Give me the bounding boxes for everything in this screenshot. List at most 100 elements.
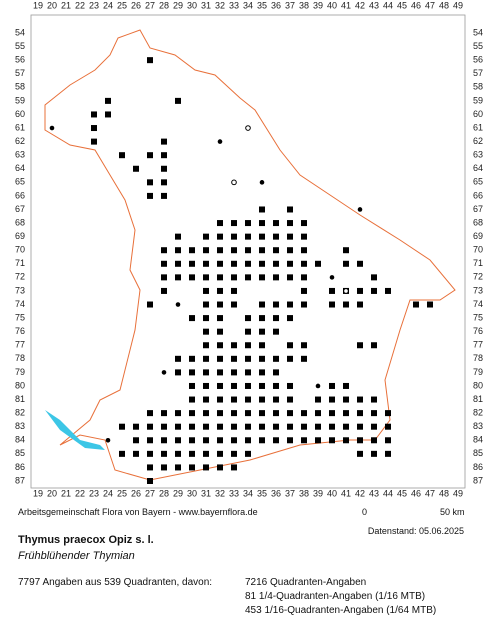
record-square bbox=[371, 287, 377, 294]
row-label: 73 bbox=[473, 285, 483, 295]
record-square bbox=[427, 301, 433, 308]
record-square bbox=[315, 410, 321, 417]
row-label: 70 bbox=[473, 245, 483, 255]
row-label: 67 bbox=[15, 204, 25, 214]
column-label: 37 bbox=[285, 488, 295, 498]
record-square bbox=[147, 192, 153, 199]
record-square bbox=[189, 369, 195, 376]
record-square bbox=[217, 315, 223, 322]
row-label: 72 bbox=[15, 272, 25, 282]
row-label: 80 bbox=[473, 380, 483, 390]
stat-line: 7216 Quadranten-Angaben bbox=[245, 577, 367, 588]
row-label: 83 bbox=[473, 421, 483, 431]
record-square bbox=[217, 260, 223, 267]
column-label: 29 bbox=[173, 488, 183, 498]
row-label: 74 bbox=[15, 299, 25, 309]
record-square bbox=[161, 247, 167, 254]
row-label: 77 bbox=[15, 340, 25, 350]
row-label: 86 bbox=[473, 462, 483, 472]
record-square bbox=[245, 233, 251, 240]
row-label: 54 bbox=[15, 27, 25, 37]
record-square bbox=[161, 423, 167, 430]
record-square bbox=[91, 125, 97, 132]
record-square bbox=[231, 396, 237, 403]
column-label: 39 bbox=[313, 488, 323, 498]
common-name: Frühblühender Thymian bbox=[18, 550, 135, 562]
record-square bbox=[357, 301, 363, 308]
column-label: 28 bbox=[159, 0, 169, 10]
record-square bbox=[273, 274, 279, 281]
row-label: 66 bbox=[473, 190, 483, 200]
record-square bbox=[203, 287, 209, 294]
record-square bbox=[217, 423, 223, 430]
row-label: 60 bbox=[15, 109, 25, 119]
record-square bbox=[245, 396, 251, 403]
record-square bbox=[301, 423, 307, 430]
record-square bbox=[147, 57, 153, 64]
record-square bbox=[343, 396, 349, 403]
column-label: 25 bbox=[117, 488, 127, 498]
record-square bbox=[301, 287, 307, 294]
column-label: 48 bbox=[439, 0, 449, 10]
record-square bbox=[273, 369, 279, 376]
record-square bbox=[273, 410, 279, 417]
column-label: 22 bbox=[75, 0, 85, 10]
record-square bbox=[245, 328, 251, 335]
record-square bbox=[217, 220, 223, 227]
record-square bbox=[217, 450, 223, 457]
column-label: 42 bbox=[355, 0, 365, 10]
column-label: 36 bbox=[271, 0, 281, 10]
record-square bbox=[231, 260, 237, 267]
record-square bbox=[357, 450, 363, 457]
record-square bbox=[203, 423, 209, 430]
record-square bbox=[119, 152, 125, 159]
record-square bbox=[161, 192, 167, 199]
record-square bbox=[175, 274, 181, 281]
column-label: 23 bbox=[89, 0, 99, 10]
credit: Arbeitsgemeinschaft Flora von Bayern - w… bbox=[18, 507, 258, 517]
row-label: 63 bbox=[15, 150, 25, 160]
record-square bbox=[119, 450, 125, 457]
record-square bbox=[357, 423, 363, 430]
record-square bbox=[245, 315, 251, 322]
column-label: 45 bbox=[397, 488, 407, 498]
record-square bbox=[259, 206, 265, 213]
record-square bbox=[203, 396, 209, 403]
record-square bbox=[147, 423, 153, 430]
column-label: 40 bbox=[327, 0, 337, 10]
column-label: 43 bbox=[369, 0, 379, 10]
record-square bbox=[147, 437, 153, 444]
record-square bbox=[189, 410, 195, 417]
record-square bbox=[343, 423, 349, 430]
record-square bbox=[287, 220, 293, 227]
column-label: 33 bbox=[229, 0, 239, 10]
row-label: 57 bbox=[15, 68, 25, 78]
record-square bbox=[217, 342, 223, 349]
record-square bbox=[231, 369, 237, 376]
record-square bbox=[273, 315, 279, 322]
map: 19 19 20 20 21 21 22 22 23 23 24 24 25 25 26 26 27 27 28 28… bbox=[15, 0, 483, 498]
record-square bbox=[371, 396, 377, 403]
record-square bbox=[329, 410, 335, 417]
column-label: 47 bbox=[425, 488, 435, 498]
record-square bbox=[259, 247, 265, 254]
row-label: 87 bbox=[473, 475, 483, 485]
record-square bbox=[217, 410, 223, 417]
row-label: 65 bbox=[15, 177, 25, 187]
record-square bbox=[315, 260, 321, 267]
column-label: 28 bbox=[159, 488, 169, 498]
record-square bbox=[385, 437, 391, 444]
record-circle bbox=[231, 179, 237, 186]
record-square bbox=[329, 301, 335, 308]
record-square bbox=[371, 410, 377, 417]
row-label: 81 bbox=[473, 394, 483, 404]
record-square bbox=[175, 410, 181, 417]
record-square bbox=[203, 382, 209, 389]
row-label: 69 bbox=[473, 231, 483, 241]
column-label: 39 bbox=[313, 0, 323, 10]
row-label: 79 bbox=[15, 367, 25, 377]
column-label: 48 bbox=[439, 488, 449, 498]
record-square bbox=[175, 437, 181, 444]
row-label: 60 bbox=[473, 109, 483, 119]
record-square bbox=[203, 369, 209, 376]
